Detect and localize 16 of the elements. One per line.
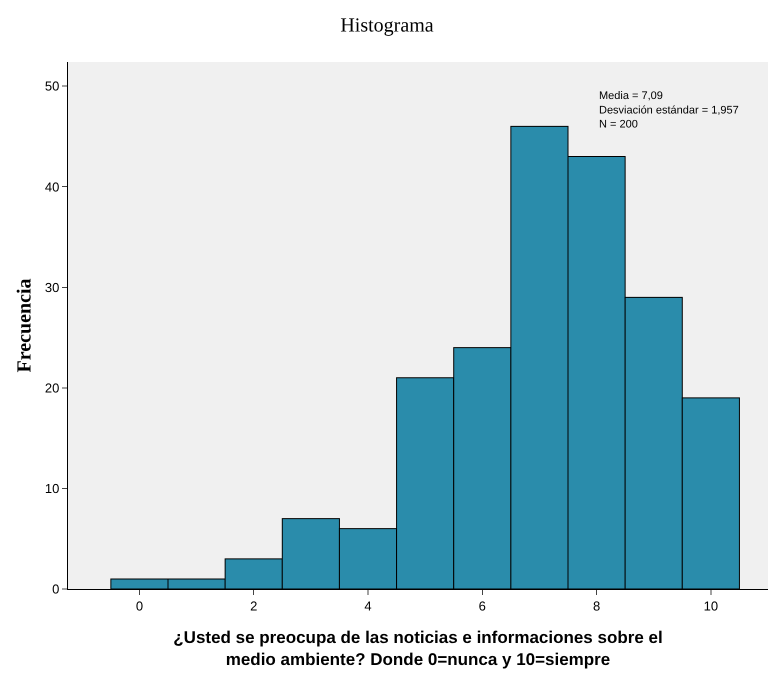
x-tick-label: 10: [704, 598, 718, 614]
y-tick-label: 10: [44, 480, 60, 496]
x-axis-title: ¿Usted se preocupa de las noticias e informaciones sobre el medio ambiente? Donde 0=nunca y 10=siempre: [173, 628, 663, 670]
x-tick-label: 0: [136, 598, 144, 614]
x-tick-label: 6: [478, 598, 486, 614]
y-tick-label: 40: [44, 179, 60, 194]
y-axis-title: Frecuencia: [13, 278, 36, 373]
y-tick-label: 0: [52, 582, 60, 597]
x-tick-label: 4: [364, 598, 372, 614]
x-tick-label: 8: [592, 598, 600, 614]
chart-title: Histograma: [340, 14, 434, 36]
y-tick-label: 20: [44, 380, 60, 396]
x-tick-label: 2: [250, 598, 258, 614]
y-tick-label: 50: [44, 78, 60, 94]
y-tick-label: 30: [44, 280, 60, 295]
annotation: Media = 7,09 Desviación estándar = 1,957 N = 200: [599, 90, 739, 131]
